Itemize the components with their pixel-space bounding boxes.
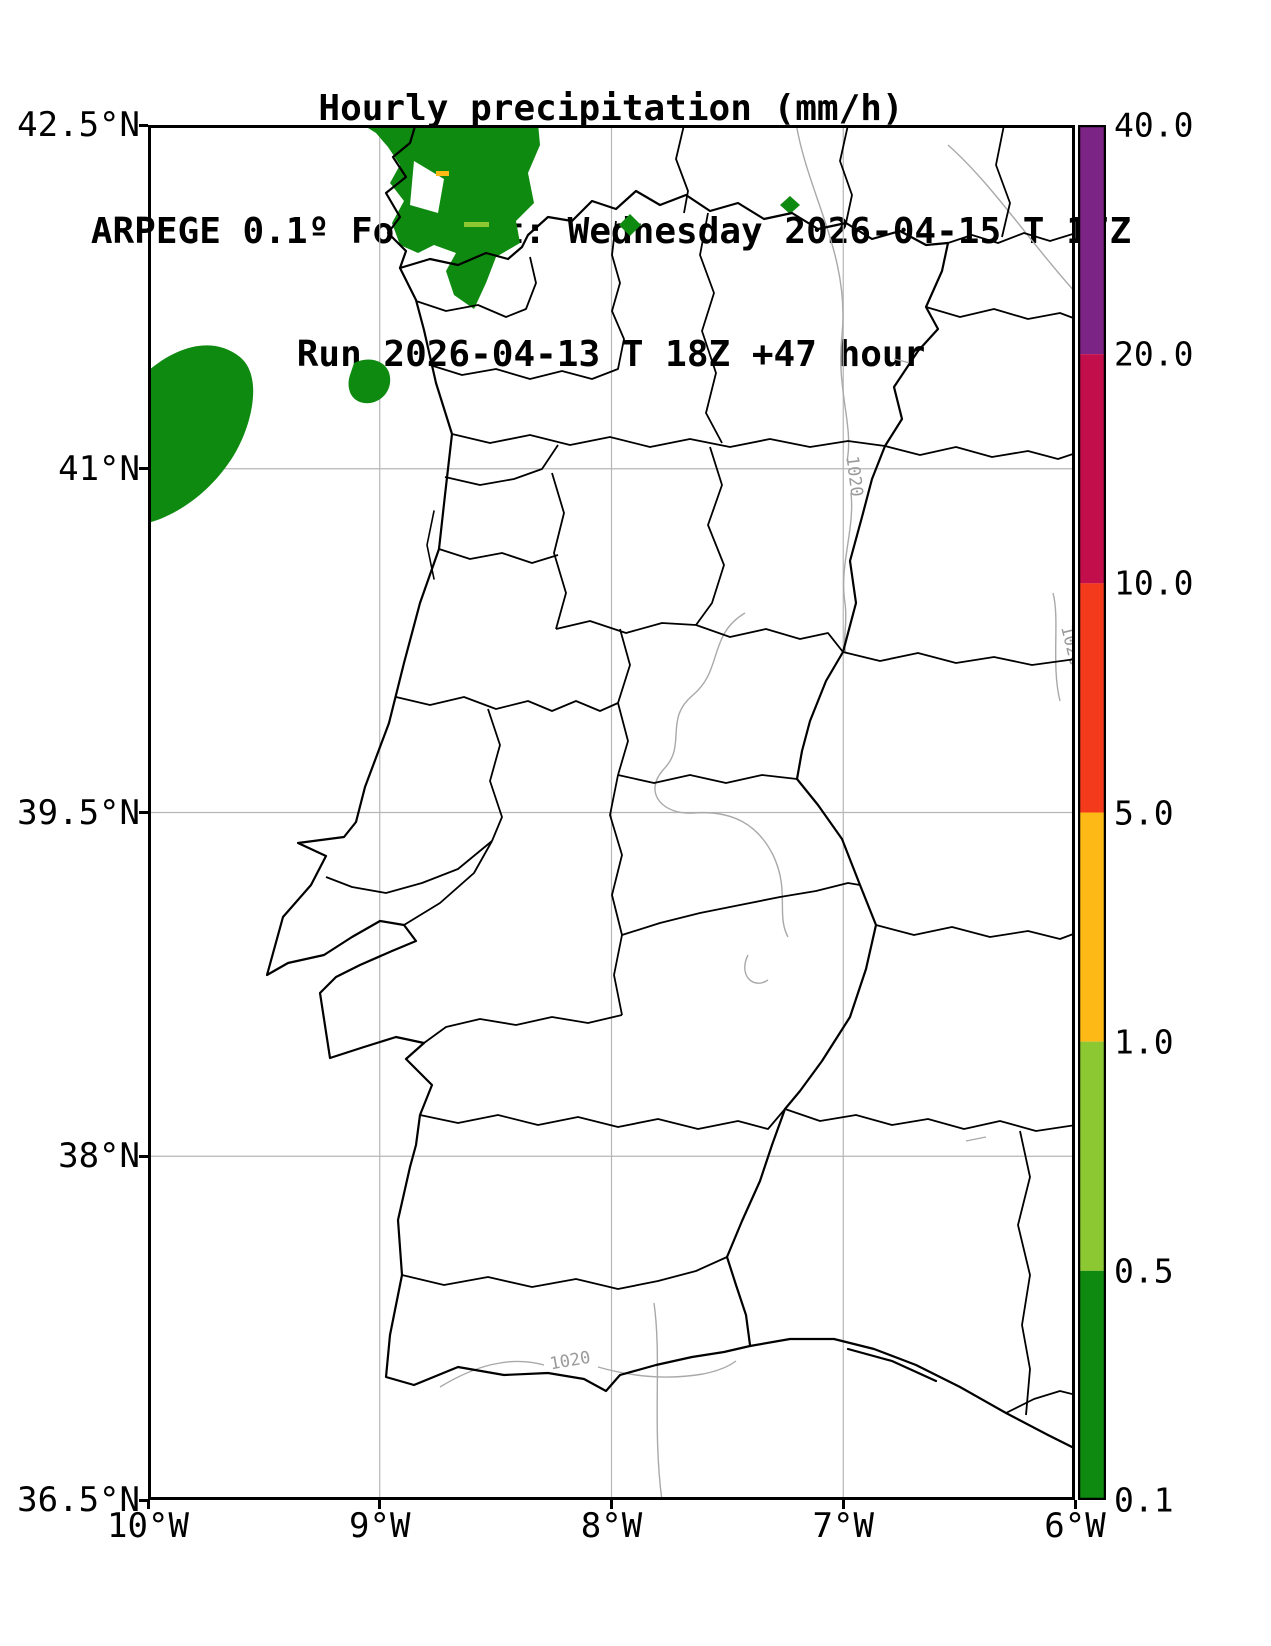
axis-tick xyxy=(378,1500,382,1509)
x-tick-label: 10°W xyxy=(107,1506,189,1546)
y-tick-label: 42.5°N xyxy=(17,105,140,145)
east-border-path xyxy=(725,241,950,1347)
precip-cell-diamond xyxy=(619,214,641,236)
colorbar-tick-label: 0.5 xyxy=(1114,1251,1174,1291)
colorbar-segment xyxy=(1078,1041,1106,1271)
x-tick-label: 7°W xyxy=(812,1506,874,1546)
x-tick-label: 8°W xyxy=(580,1506,643,1546)
country-borders xyxy=(265,125,1075,1450)
x-tick-label: 9°W xyxy=(349,1506,411,1546)
colorbar-segment xyxy=(1078,354,1106,584)
north-border-path xyxy=(398,189,950,270)
axis-tick xyxy=(841,1500,845,1509)
plot-frame xyxy=(148,125,1075,1500)
axis-tick xyxy=(139,1498,148,1502)
colorbar-tick-label: 20.0 xyxy=(1114,334,1194,374)
axis-tick xyxy=(610,1500,613,1509)
precip-spot-yellow xyxy=(436,171,449,176)
aveiro-lagoon-path xyxy=(426,510,435,580)
map-plot-area: 1020 1020 1020 xyxy=(148,125,1075,1500)
y-tick-label: 36.5°N xyxy=(17,1480,140,1520)
axis-tick xyxy=(139,1154,148,1158)
axis-tick xyxy=(1073,1500,1077,1509)
isobar-labels: 1020 1020 1020 xyxy=(548,455,1075,1375)
colorbar-svg xyxy=(1078,125,1106,1500)
isobar-label: 1020 xyxy=(548,1348,592,1375)
y-tick-label: 39.5°N xyxy=(17,792,140,833)
precip-cell-diamond xyxy=(780,196,800,214)
colorbar-segment xyxy=(1078,125,1106,355)
isobar-contours xyxy=(439,125,1075,1500)
axis-tick xyxy=(139,811,148,814)
colorbar-segment xyxy=(1078,1270,1106,1500)
title-line-1: Hourly precipitation (mm/h) xyxy=(318,88,904,129)
grid-lines xyxy=(148,125,1075,1500)
colorbar-frame xyxy=(1078,125,1106,1500)
colorbar-segment xyxy=(1078,812,1106,1042)
district-borders xyxy=(325,125,1075,1416)
axis-tick xyxy=(139,123,148,127)
precip-patch-nw xyxy=(363,125,540,309)
colorbar xyxy=(1078,125,1106,1500)
axis-tick xyxy=(146,1500,150,1509)
coastal-lagoon-path xyxy=(846,1347,938,1383)
y-tick-label: 38°N xyxy=(58,1136,140,1177)
y-tick-label: 41°N xyxy=(58,448,140,489)
colorbar-tick-label: 5.0 xyxy=(1114,793,1174,832)
axis-tick xyxy=(139,467,148,471)
colorbar-tick-label: 40.0 xyxy=(1114,105,1194,145)
isobar-label: 1020 xyxy=(842,455,867,498)
precipitation-patches xyxy=(148,125,800,523)
precip-patch-coastal xyxy=(348,359,391,404)
title-line-3: Run 2026-04-13 T 18Z +47 hour xyxy=(296,334,926,375)
precip-patch-ocean xyxy=(148,345,254,523)
map-svg: 1020 1020 1020 xyxy=(148,125,1075,1500)
colorbar-segment xyxy=(1078,583,1106,813)
colorbar-tick-label: 0.1 xyxy=(1114,1480,1174,1520)
coastline-path xyxy=(265,125,1075,1450)
colorbar-tick-label: 10.0 xyxy=(1114,563,1194,603)
x-tick-label: 6°W xyxy=(1044,1506,1106,1546)
precip-spot-yellowgreen xyxy=(464,222,489,227)
colorbar-tick-label: 1.0 xyxy=(1114,1022,1174,1062)
